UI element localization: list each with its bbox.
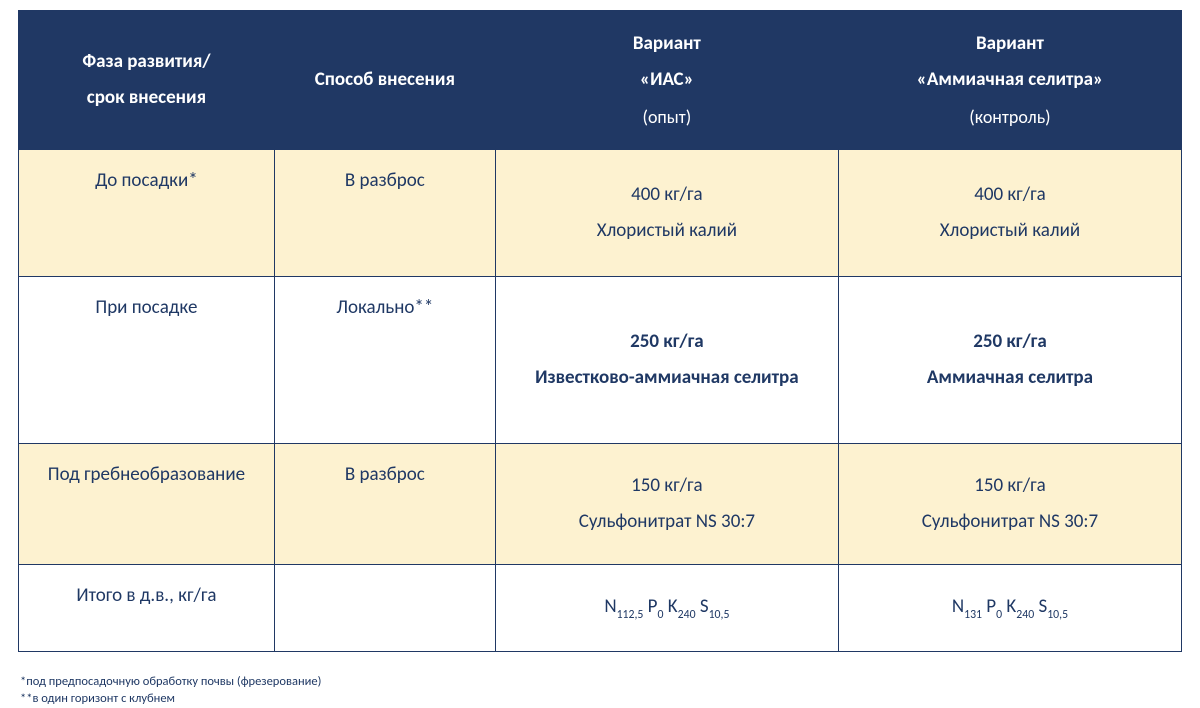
header-ias-sub: (опыт)	[504, 100, 830, 134]
cell-amm: 250 кг/га Аммиачная селитра	[838, 277, 1181, 444]
cell-phase: До посадки*	[19, 150, 275, 277]
header-phase-l2: срок внесения	[27, 80, 266, 116]
footnote-1: *под предпосадочную обработку почвы (фре…	[20, 674, 1182, 691]
cell-amm-product: Хлористый калий	[847, 216, 1173, 246]
cell-ias-product: Хлористый калий	[504, 216, 830, 246]
table-row: До посадки* В разброс 400 кг/га Хлористы…	[19, 150, 1182, 277]
cell-method: В разброс	[274, 150, 495, 277]
table-row: При посадке Локально** 250 кг/га Известк…	[19, 277, 1182, 444]
header-row: Фаза развития/ срок внесения Способ внес…	[19, 11, 1182, 150]
table-container: Фаза развития/ срок внесения Способ внес…	[0, 0, 1200, 708]
fertilizer-table: Фаза развития/ срок внесения Способ внес…	[18, 10, 1182, 652]
header-ias-l2: «ИАС»	[504, 62, 830, 98]
header-ias: Вариант «ИАС» (опыт)	[495, 11, 838, 150]
cell-ias-amount: 400 кг/га	[504, 180, 830, 210]
header-amm-l1: Вариант	[847, 26, 1173, 62]
header-amm-sub: (контроль)	[847, 100, 1173, 134]
header-method-label: Способ внесения	[315, 68, 455, 91]
cell-total-label: Итого в д.в., кг/га	[19, 565, 275, 652]
header-method: Способ внесения	[274, 11, 495, 150]
cell-ias-product: Известково-аммиачная селитра	[504, 363, 830, 393]
header-amm-l2: «Аммиачная селитра»	[847, 62, 1173, 98]
cell-amm-product: Аммиачная селитра	[847, 363, 1173, 393]
cell-ias-product: Сульфонитрат NS 30:7	[504, 507, 830, 537]
footnotes: *под предпосадочную обработку почвы (фре…	[18, 674, 1182, 708]
cell-amm: 150 кг/га Сульфонитрат NS 30:7	[838, 444, 1181, 565]
cell-amm: 400 кг/га Хлористый калий	[838, 150, 1181, 277]
header-phase: Фаза развития/ срок внесения	[19, 11, 275, 150]
cell-method: В разброс	[274, 444, 495, 565]
footnote-2: **в один горизонт с клубнем	[20, 691, 1182, 708]
header-ias-l1: Вариант	[504, 26, 830, 62]
cell-ias-amount: 150 кг/га	[504, 471, 830, 501]
header-amm: Вариант «Аммиачная селитра» (контроль)	[838, 11, 1181, 150]
cell-total-ias: N112,5 P0 K240 S10,5	[495, 565, 838, 652]
cell-ias: 250 кг/га Известково-аммиачная селитра	[495, 277, 838, 444]
cell-method: Локально**	[274, 277, 495, 444]
cell-amm-amount: 150 кг/га	[847, 471, 1173, 501]
cell-ias-amount: 250 кг/га	[504, 327, 830, 357]
header-phase-l1: Фаза развития/	[27, 44, 266, 80]
cell-phase: Под гребнеобразование	[19, 444, 275, 565]
table-row-total: Итого в д.в., кг/га N112,5 P0 K240 S10,5…	[19, 565, 1182, 652]
cell-amm-product: Сульфонитрат NS 30:7	[847, 507, 1173, 537]
cell-total-amm: N131 P0 K240 S10,5	[838, 565, 1181, 652]
cell-total-method	[274, 565, 495, 652]
table-row: Под гребнеобразование В разброс 150 кг/г…	[19, 444, 1182, 565]
cell-ias: 150 кг/га Сульфонитрат NS 30:7	[495, 444, 838, 565]
cell-amm-amount: 400 кг/га	[847, 180, 1173, 210]
cell-amm-amount: 250 кг/га	[847, 327, 1173, 357]
cell-ias: 400 кг/га Хлористый калий	[495, 150, 838, 277]
cell-phase: При посадке	[19, 277, 275, 444]
